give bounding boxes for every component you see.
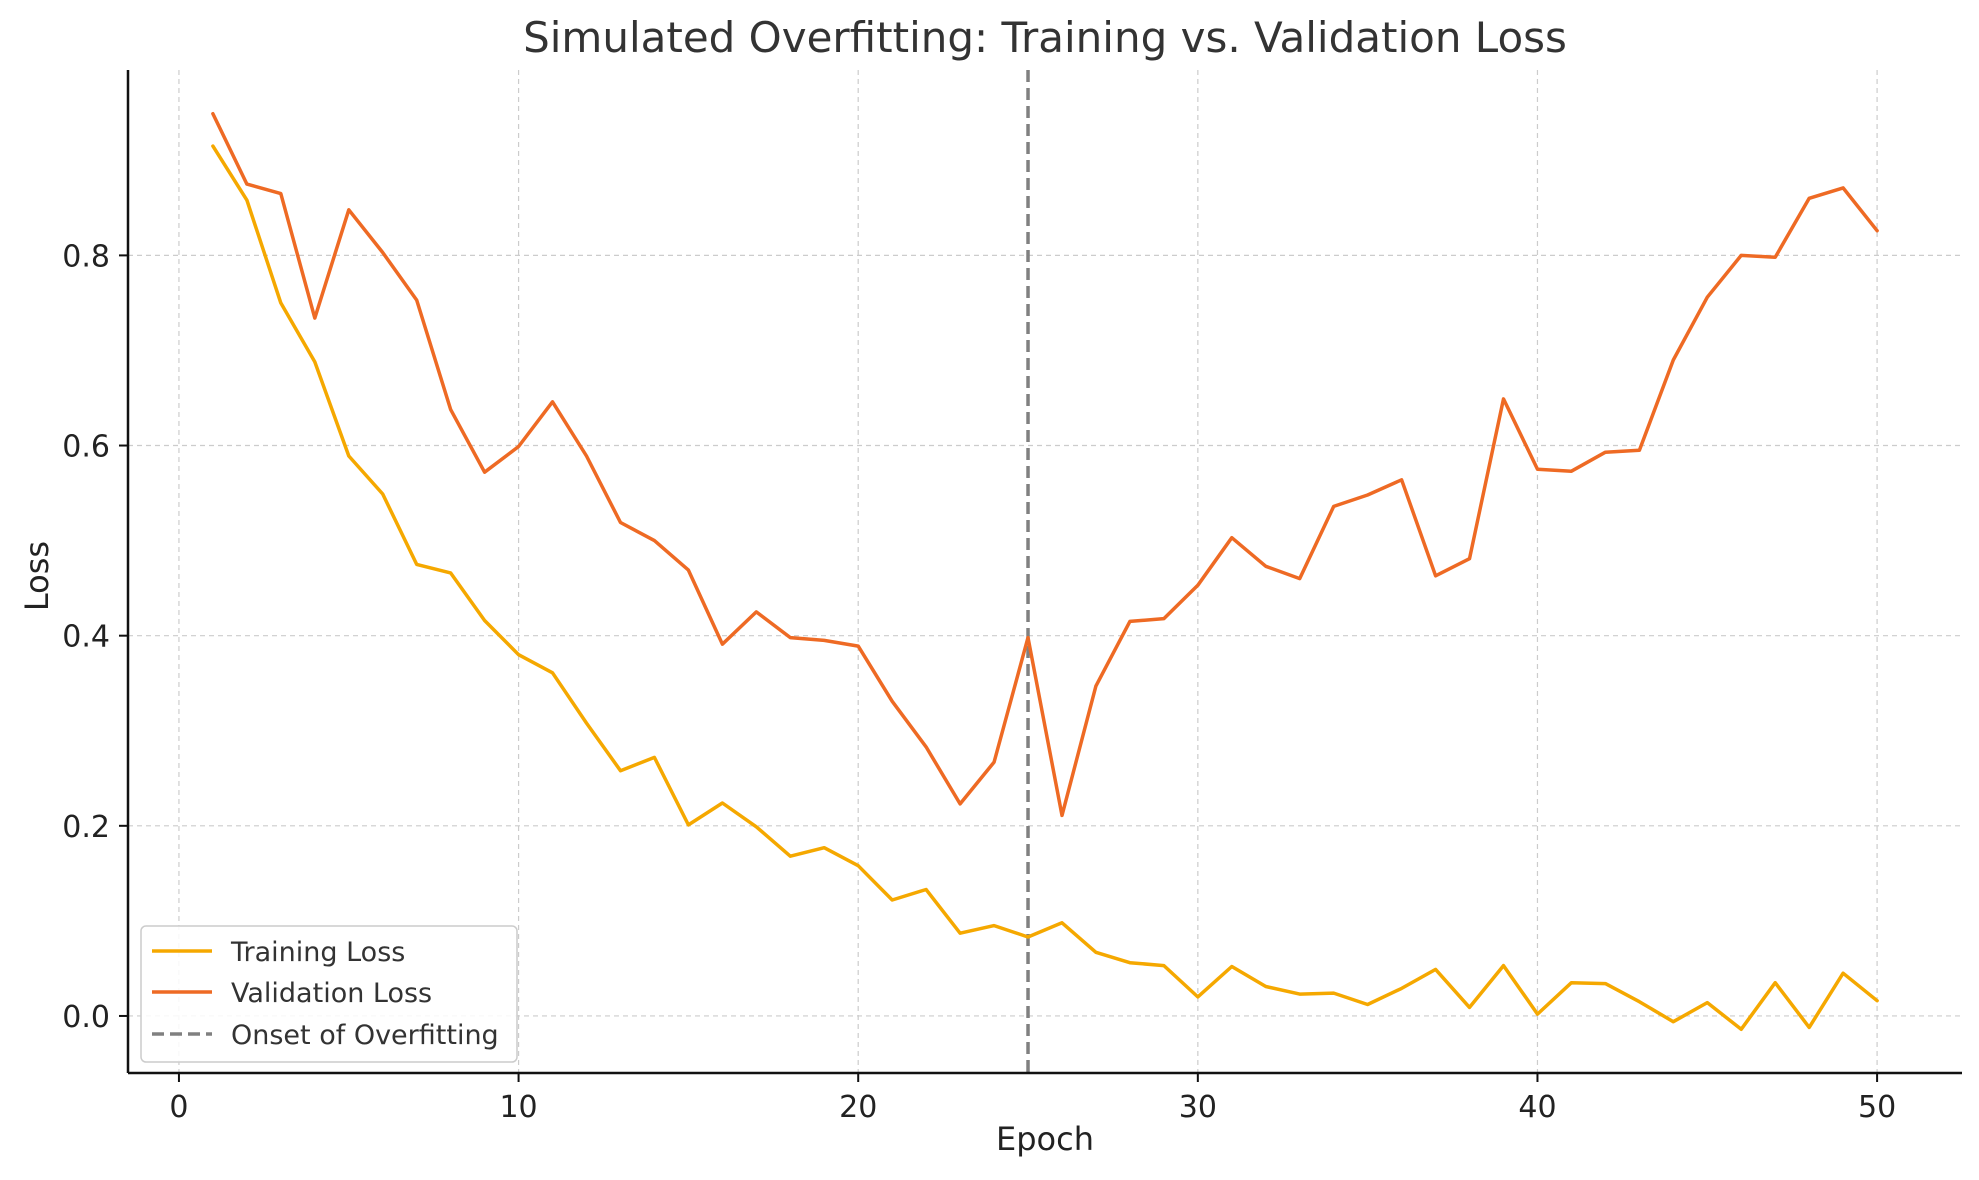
series-line-training-loss: [211, 144, 1879, 1032]
x-tick-label: 20: [839, 1090, 877, 1125]
series-layer: [211, 111, 1879, 1032]
x-axis-label: Epoch: [996, 1120, 1094, 1158]
y-tick-label: 0.6: [62, 430, 110, 465]
legend-label-training-loss: Training Loss: [230, 937, 405, 968]
x-tick-label: 40: [1518, 1090, 1556, 1125]
legend: Training Loss Validation Loss Onset of O…: [140, 925, 518, 1063]
y-axis-label: Loss: [18, 541, 56, 611]
chart-title: Simulated Overfitting: Training vs. Vali…: [523, 13, 1567, 62]
series-line-validation-loss: [211, 111, 1879, 818]
axes: [126, 70, 1962, 1075]
grid: [128, 70, 1962, 1073]
y-tick-label: 0.8: [62, 239, 110, 274]
x-tick-label: 50: [1858, 1090, 1896, 1125]
legend-label-validation-loss: Validation Loss: [231, 978, 432, 1009]
x-tick-label: 0: [169, 1090, 188, 1125]
legend-label-onset-of-overfitting: Onset of Overfitting: [231, 1020, 499, 1051]
ticks: 0 10 20 30 40 50 0.0 0.2 0.4 0.6 0.8: [62, 239, 1896, 1125]
y-tick-label: 0.2: [62, 810, 110, 845]
x-tick-label: 30: [1179, 1090, 1217, 1125]
legend-box: [140, 925, 518, 1063]
y-tick-label: 0.0: [62, 1000, 110, 1035]
y-tick-label: 0.4: [62, 620, 110, 655]
x-tick-label: 10: [499, 1090, 537, 1125]
